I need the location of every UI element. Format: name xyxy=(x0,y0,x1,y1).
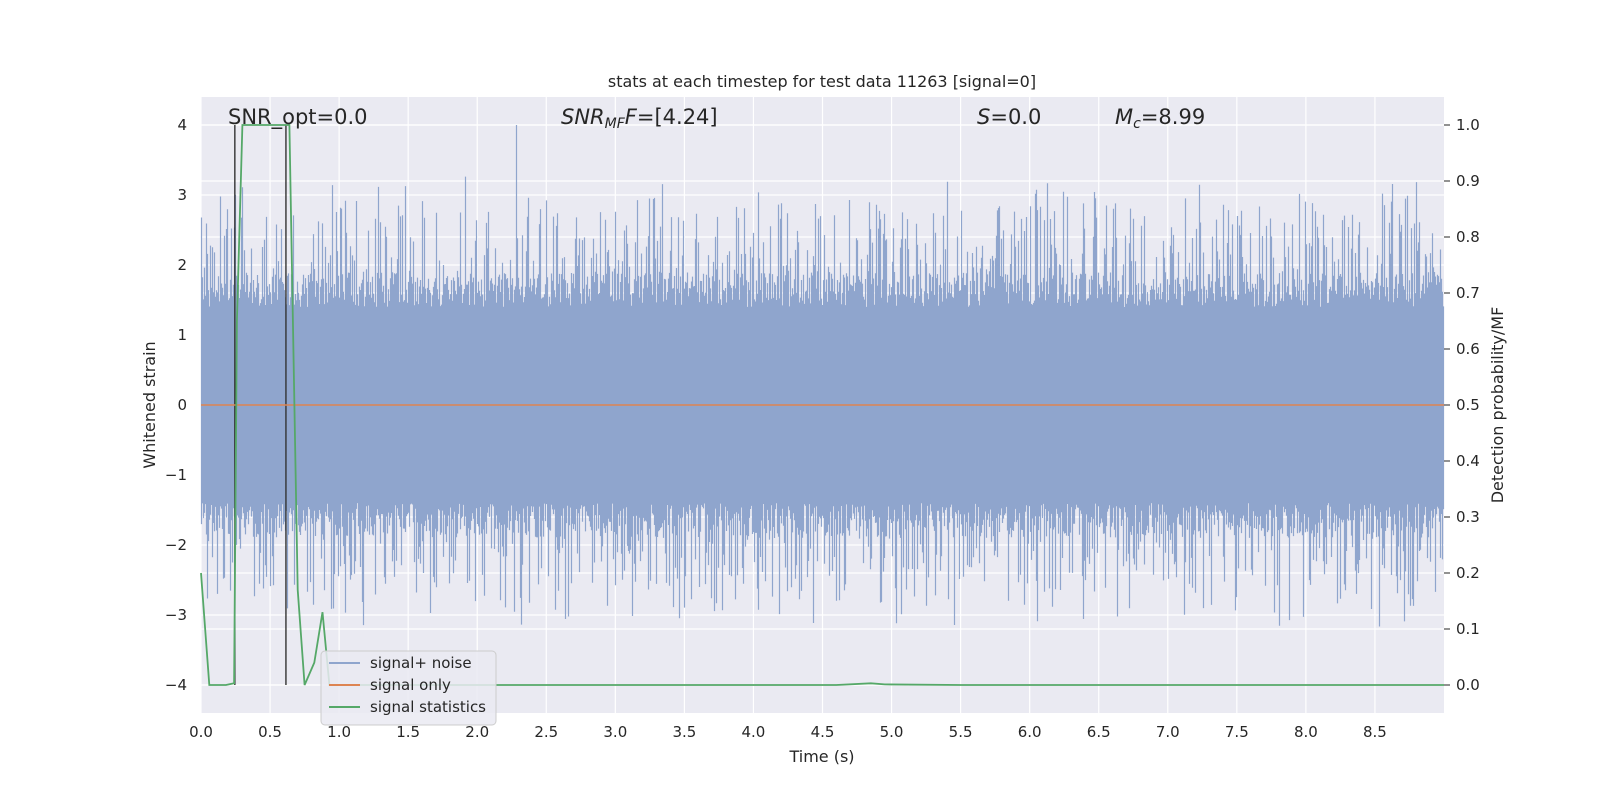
y-tick-label-right: 0.3 xyxy=(1456,508,1480,526)
legend: signal+ noise signal only signal statist… xyxy=(320,650,497,726)
legend-label-signal-only: signal only xyxy=(370,676,451,694)
y-tick-label-right: 0.0 xyxy=(1456,676,1480,694)
x-tick-label: 3.0 xyxy=(603,723,627,741)
x-tick-label: 1.0 xyxy=(327,723,351,741)
y-tick-label-left: −2 xyxy=(165,536,187,554)
chart-title: stats at each timestep for test data 112… xyxy=(608,72,1036,91)
x-tick-label: 4.0 xyxy=(742,723,766,741)
y-tick-label-right: 0.5 xyxy=(1456,396,1480,414)
y-tick-label-left: −1 xyxy=(165,466,187,484)
legend-label-signal-statistics: signal statistics xyxy=(370,698,486,716)
y-tick-label-left: 2 xyxy=(177,256,187,274)
x-tick-label: 8.5 xyxy=(1363,723,1387,741)
y-tick-label-right: 0.4 xyxy=(1456,452,1480,470)
x-tick-label: 4.5 xyxy=(811,723,835,741)
y-tick-label-right: 0.1 xyxy=(1456,620,1480,638)
y-tick-label-left: −4 xyxy=(165,676,187,694)
y-axis-label-left: Whitened strain xyxy=(140,341,159,468)
x-tick-label: 8.0 xyxy=(1294,723,1318,741)
annotation-snr-mf: SNRMFF=[4.24] xyxy=(561,105,718,132)
legend-box xyxy=(320,650,497,726)
annotation-s: S=0.0 xyxy=(977,105,1041,129)
x-tick-label: 1.5 xyxy=(396,723,420,741)
x-tick-label: 7.5 xyxy=(1225,723,1249,741)
x-tick-label: 0.0 xyxy=(189,723,213,741)
x-tick-label: 2.0 xyxy=(465,723,489,741)
x-tick-label: 2.5 xyxy=(534,723,558,741)
x-tick-label: 3.5 xyxy=(672,723,696,741)
tick-labels: 0.0 0.5 1.0 1.5 2.0 2.5 3.0 3.5 4.0 4.5 5.0 5.5 6.0 6… xyxy=(165,116,1480,741)
y-tick-label-left: 3 xyxy=(177,186,187,204)
y-axis-label-right: Detection probability/MF xyxy=(1488,307,1507,504)
y-tick-label-right: 0.6 xyxy=(1456,340,1480,358)
x-tick-label: 6.5 xyxy=(1087,723,1111,741)
y-tick-label-left: 0 xyxy=(177,396,187,414)
y-tick-label-right: 1.0 xyxy=(1456,116,1480,134)
y-tick-label-right: 0.2 xyxy=(1456,564,1480,582)
y-tick-label-left: 1 xyxy=(177,326,187,344)
x-tick-label: 7.0 xyxy=(1156,723,1180,741)
signal-statistics-line xyxy=(200,124,1444,686)
y-tick-label-left: −3 xyxy=(165,606,187,624)
x-tick-label: 6.0 xyxy=(1018,723,1042,741)
x-tick-label: 0.5 xyxy=(258,723,282,741)
y-tick-label-right: 0.9 xyxy=(1456,172,1480,190)
annotation-snr-opt: SNR_opt=0.0 xyxy=(228,105,368,130)
y-tick-label-left: 4 xyxy=(177,116,187,134)
y-tick-label-right: 0.7 xyxy=(1456,284,1480,302)
annotation-mc: Mc=8.99 xyxy=(1115,105,1205,132)
y-tick-label-right: 0.8 xyxy=(1456,228,1480,246)
legend-label-signal-noise: signal+ noise xyxy=(370,654,472,672)
x-axis-label: Time (s) xyxy=(788,747,854,766)
x-tick-label: 5.0 xyxy=(880,723,904,741)
x-tick-label: 5.5 xyxy=(949,723,973,741)
